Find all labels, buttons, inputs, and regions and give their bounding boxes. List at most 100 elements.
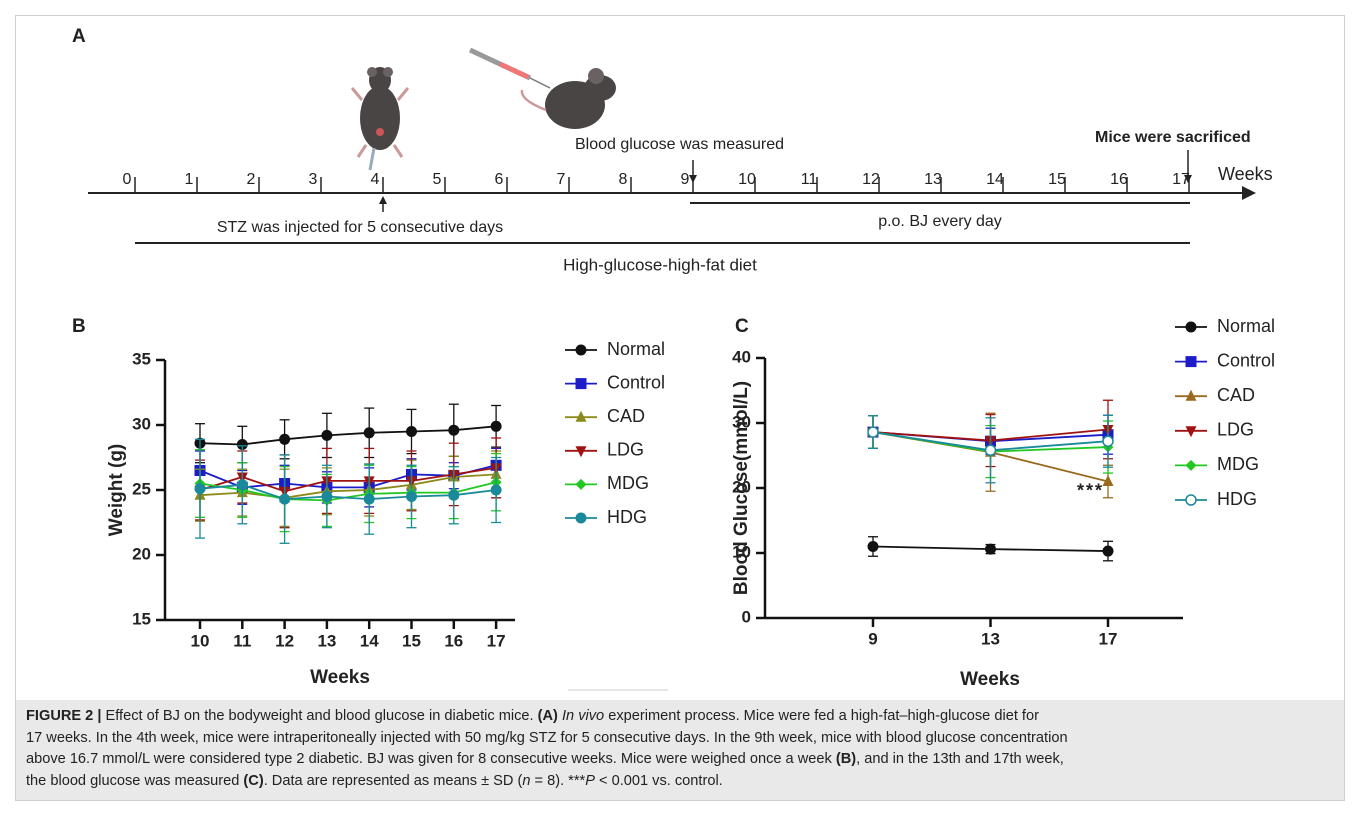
y-tick-label: 30 [732, 412, 751, 431]
x-axis-label: Weeks [960, 669, 1020, 690]
marker [867, 541, 879, 552]
panel-label: C [735, 316, 749, 337]
series-line [199, 473, 497, 499]
annotation: High-glucose-high-fat diet [563, 255, 757, 274]
legend-label: Normal [1217, 316, 1275, 336]
legend-label: HDG [1217, 489, 1257, 509]
annotation: STZ was injected for 5 consecutive days [217, 219, 503, 236]
axis-arrow [1242, 186, 1256, 200]
x-axis-label: Weeks [310, 667, 370, 688]
timeline-tick-label: 4 [371, 171, 380, 188]
caption-label: FIGURE 2 | [26, 708, 102, 724]
x-tick-label: 17 [487, 631, 506, 650]
marker [867, 426, 879, 438]
caption-text: . Data are represented as means ± SD ( [263, 772, 523, 789]
caption-text: P [585, 772, 595, 789]
marker [1185, 494, 1197, 506]
panel-label: B [72, 316, 86, 337]
y-tick-label: 20 [732, 477, 751, 496]
y-axis-label: Blood Glucose(mmol/L) [731, 381, 752, 595]
caption-text: (C) [243, 772, 264, 789]
caption-line: 17 weeks. In the 4th week, mice were int… [26, 728, 1334, 750]
x-tick-label: 13 [981, 629, 1000, 648]
marker [279, 493, 291, 505]
timeline-tick-label: 8 [619, 171, 628, 188]
caption-line: above 16.7 mmol/L were considered type 2… [26, 749, 1334, 771]
caption-text: < 0.001 vs. control. [594, 772, 723, 789]
marker [448, 489, 460, 501]
marker [575, 410, 587, 422]
x-tick-label: 13 [317, 631, 336, 650]
x-tick-label: 16 [444, 631, 463, 650]
y-tick-label: 40 [732, 347, 751, 366]
series-line [199, 467, 497, 493]
marker [1185, 356, 1197, 368]
marker [363, 493, 375, 505]
timeline-tick-label: 17 [1172, 171, 1190, 188]
marker [279, 433, 291, 445]
axis-label: Weeks [1218, 164, 1273, 184]
frame [15, 15, 1345, 801]
timeline-tick-label: 10 [738, 171, 756, 188]
legend-label: CAD [1217, 385, 1255, 405]
annotation: *** [1077, 480, 1104, 500]
mouse-illustration [350, 67, 410, 171]
arrow-head [379, 196, 387, 204]
mouse-illustration [468, 47, 616, 129]
caption-text: Effect of BJ on the bodyweight and blood… [101, 708, 538, 724]
marker [575, 344, 587, 356]
legend-label: HDG [607, 507, 647, 527]
caption: FIGURE 2 | Effect of BJ on the bodyweigh… [16, 700, 1344, 800]
marker [406, 426, 417, 437]
marker [406, 491, 417, 502]
marker [236, 479, 248, 491]
caption-text: = 8). *** [530, 772, 586, 789]
annotation: Mice were sacrificed [1095, 129, 1251, 146]
caption-text: experiment process. Mice were fed a high… [604, 708, 1039, 724]
y-tick-label: 15 [132, 609, 151, 628]
marker [1102, 435, 1114, 447]
marker [1102, 475, 1114, 486]
timeline-tick-label: 1 [185, 171, 194, 188]
timeline-tick-label: 9 [681, 171, 690, 188]
x-tick-label: 10 [191, 631, 210, 650]
y-tick-label: 25 [132, 479, 151, 498]
x-tick-label: 14 [360, 631, 379, 650]
y-tick-label: 20 [132, 544, 151, 563]
timeline-tick-label: 6 [495, 171, 504, 188]
timeline-tick-label: 2 [247, 171, 256, 188]
series-line [199, 483, 497, 501]
marker [236, 439, 248, 450]
annotation: p.o. BJ every day [878, 213, 1002, 230]
caption-line: the blood glucose was measured (C). Data… [26, 771, 1334, 793]
marker [575, 378, 587, 390]
timeline-tick-label: 15 [1048, 171, 1066, 188]
caption-text: above 16.7 mmol/L were considered type 2… [26, 751, 836, 767]
timeline-tick-label: 12 [862, 171, 880, 188]
marker [363, 427, 375, 439]
marker [1102, 545, 1114, 557]
y-tick-label: 10 [732, 542, 751, 561]
marker [1185, 426, 1197, 438]
marker [575, 512, 587, 524]
caption-text: , and in the 13th and 17th week, [856, 751, 1064, 767]
annotation: Blood glucose was measured [575, 136, 784, 153]
marker [321, 429, 333, 441]
marker [575, 446, 587, 458]
caption-text: the blood glucose was measured [26, 772, 244, 789]
y-axis-label: Weight (g) [106, 444, 127, 537]
y-tick-label: 30 [132, 414, 151, 433]
legend-label: Normal [607, 339, 665, 359]
marker [1185, 459, 1197, 471]
marker [194, 483, 206, 495]
caption-text: n [522, 772, 531, 789]
panel-label: A [72, 26, 86, 47]
legend-label: MDG [607, 473, 649, 493]
marker [321, 491, 333, 502]
timeline-tick-label: 14 [986, 171, 1004, 188]
timeline-tick-label: 5 [433, 171, 442, 188]
marker [985, 543, 996, 555]
caption-text: 17 weeks. In the 4th week, mice were int… [26, 729, 1068, 746]
